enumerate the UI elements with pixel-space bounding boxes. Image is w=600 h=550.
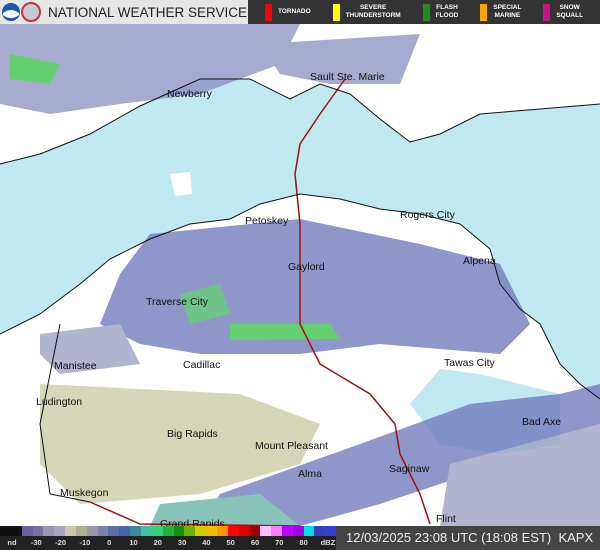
city-label: Traverse City [146, 296, 209, 308]
scale-tick: dBZ [320, 538, 336, 547]
scale-color [151, 526, 163, 536]
shoreline [0, 78, 600, 165]
scale-color [292, 526, 304, 536]
warning-tornado: TORNADO [264, 3, 311, 21]
scale-tick: -10 [79, 538, 91, 547]
scale-color [184, 526, 196, 536]
scale-color [86, 526, 98, 536]
scale-tick: 0 [107, 538, 112, 547]
scale-color [130, 526, 141, 536]
scale-tick: 40 [202, 538, 211, 547]
header-brand: NATIONAL WEATHER SERVICE [0, 0, 248, 24]
warning-swatch [543, 3, 551, 21]
scale-tick: 60 [250, 538, 260, 547]
city-label: Gaylord [288, 261, 325, 273]
warning-snow-squall: SNOW SQUALL [543, 3, 584, 21]
warning-label: SPECIAL MARINE [493, 4, 522, 19]
timestamp: 12/03/2025 23:08 UTC (18:08 EST) KAPX [346, 530, 593, 545]
color-bar [0, 526, 337, 536]
scale-color [195, 526, 207, 536]
scale-color [281, 526, 293, 536]
warning-special-marine: SPECIAL MARINE [480, 3, 522, 21]
scale-color [314, 526, 326, 536]
warning-swatch [264, 3, 272, 21]
scale-color [303, 526, 315, 536]
scale-tick: 10 [129, 538, 138, 547]
scale-color [0, 526, 11, 536]
city-label: Alpena [463, 255, 496, 267]
scale-color [325, 526, 337, 536]
interstate-96 [89, 501, 301, 526]
city-label: Mount Pleasant [255, 440, 328, 452]
header-title: NATIONAL WEATHER SERVICE [48, 4, 248, 20]
warning-label: SEVERE THUNDERSTORM [345, 4, 401, 19]
warning-flash-flood: FLASH FLOOD [422, 3, 459, 21]
scale-color [271, 526, 282, 536]
scale-tick: -20 [55, 538, 67, 547]
scale-color [238, 526, 250, 536]
agency-logos [2, 2, 41, 22]
scale-tick: 30 [177, 538, 187, 547]
interstate-75 [294, 78, 431, 525]
warning-label: FLASH FLOOD [435, 4, 459, 19]
reflectivity-scale: nd -30 -20 -10 0 10 20 30 40 50 60 70 80 dBZ [0, 526, 337, 550]
warning-severe-thunderstorm: SEVERE THUNDERSTORM [332, 3, 401, 21]
scale-tick: nd [7, 538, 17, 547]
scale-color [140, 526, 152, 536]
city-label: Rogers City [400, 209, 455, 221]
scale-ticks: nd -30 -20 -10 0 10 20 30 40 50 60 70 80 dBZ [0, 536, 336, 550]
radar-map[interactable] [0, 24, 600, 526]
city-label: Newberry [167, 88, 212, 100]
scale-color [173, 526, 185, 536]
scale-tick: 20 [153, 538, 162, 547]
scale-color [216, 526, 228, 536]
scale-tick: 50 [226, 538, 235, 547]
warning-label: TORNADO [277, 8, 311, 15]
scale-tick: 80 [299, 538, 308, 547]
scale-color [10, 526, 22, 536]
nws-logo [21, 2, 41, 22]
scale-tick: 70 [275, 538, 284, 547]
city-label: Cadillac [183, 359, 221, 371]
header: NATIONAL WEATHER SERVICE TORNADO SEVERE T… [0, 0, 600, 24]
warning-swatch [332, 3, 340, 21]
scale-color [54, 526, 66, 536]
scale-color [32, 526, 44, 536]
city-label: Manistee [54, 360, 97, 372]
city-label: Tawas City [444, 357, 495, 369]
scale-color [260, 526, 272, 536]
scale-color [119, 526, 131, 536]
scale-color [206, 526, 217, 536]
radar-site: KAPX [558, 530, 594, 545]
city-label: Muskegon [60, 487, 109, 499]
timestamp-text: 12/03/2025 23:08 UTC (18:08 EST) [346, 530, 552, 545]
city-label: Petoskey [245, 215, 289, 227]
scale-color [108, 526, 120, 536]
scale-color [43, 526, 55, 536]
city-label: Bad Axe [522, 416, 562, 428]
city-label: Saginaw [389, 463, 430, 475]
warning-swatch [422, 3, 430, 21]
warning-swatch [480, 3, 488, 21]
scale-color [21, 526, 33, 536]
warning-legend: TORNADO SEVERE THUNDERSTORM FLASH FLOOD SPE… [248, 0, 600, 24]
city-label: Sault Ste. Marie [310, 71, 385, 83]
city-label: Ludington [36, 396, 83, 408]
city-label: Alma [298, 468, 322, 480]
footer: nd -30 -20 -10 0 10 20 30 40 50 60 70 80 dBZ 12/03/20… [0, 526, 600, 550]
scale-color [162, 526, 174, 536]
scale-color [97, 526, 109, 536]
city-label: Big Rapids [167, 428, 218, 440]
radar-echoes [0, 24, 600, 526]
scale-color [227, 526, 239, 536]
warning-label: SNOW SQUALL [556, 4, 584, 19]
beaver-island [170, 172, 192, 196]
scale-color [249, 526, 261, 536]
scale-tick: -30 [30, 538, 42, 547]
scale-color [75, 526, 87, 536]
city-label: Flint [436, 513, 456, 525]
scale-color [65, 526, 76, 536]
